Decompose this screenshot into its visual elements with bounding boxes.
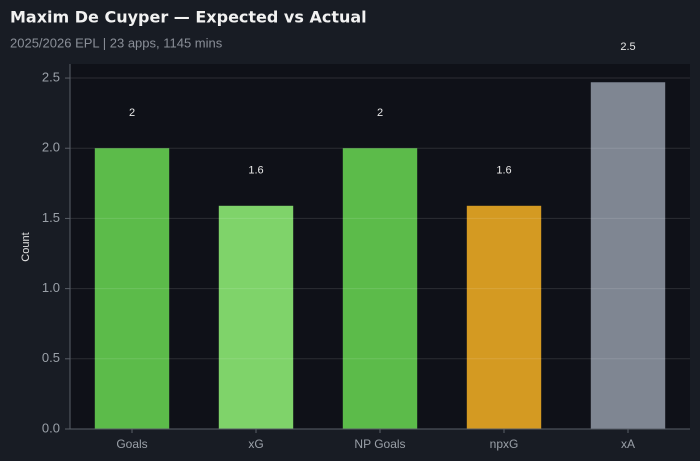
- y-tick-label: 1.0: [42, 280, 60, 295]
- value-label: 2: [129, 107, 135, 119]
- y-tick-label: 2.5: [42, 69, 60, 84]
- x-tick-label: Goals: [116, 437, 147, 451]
- y-tick-label: 0.5: [42, 350, 60, 365]
- y-tick-label: 2.0: [42, 140, 60, 155]
- y-tick-label: 1.5: [42, 210, 60, 225]
- y-tick-label: 0.0: [42, 420, 60, 435]
- x-tick-label: xA: [621, 437, 635, 451]
- value-label: 2.5: [620, 41, 635, 53]
- value-label: 1.6: [248, 165, 263, 177]
- value-label: 2: [377, 107, 383, 119]
- bar: [342, 148, 418, 429]
- chart-title: Maxim De Cuyper — Expected vs Actual: [10, 8, 367, 27]
- y-axis-label: Count: [20, 232, 32, 261]
- bar: [466, 205, 542, 429]
- bar: [590, 82, 666, 429]
- bar: [218, 205, 294, 429]
- x-tick-label: npxG: [490, 437, 519, 451]
- value-label: 1.6: [496, 165, 511, 177]
- bar: [94, 148, 170, 429]
- x-tick-label: NP Goals: [354, 437, 405, 451]
- x-tick-label: xG: [248, 437, 263, 451]
- chart-subtitle: 2025/2026 EPL | 23 apps, 1145 mins: [10, 35, 223, 50]
